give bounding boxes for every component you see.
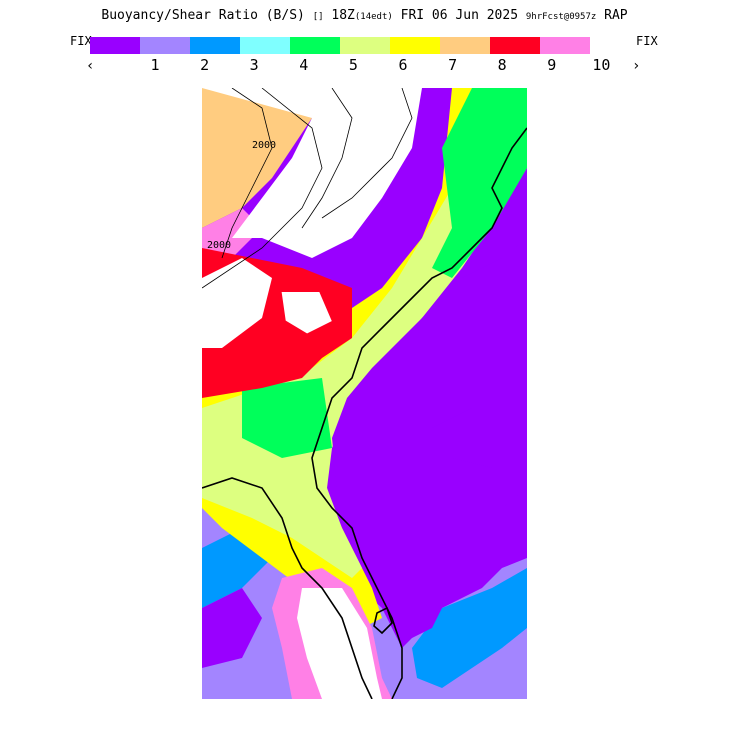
previous-arrow-icon[interactable]: ‹ — [86, 58, 95, 74]
ocean-blue-patch — [412, 568, 527, 688]
lake-outline — [373, 606, 393, 635]
legend-swatch — [340, 37, 390, 54]
gulf-purple-blob — [202, 588, 262, 668]
title-valid: 18Z — [331, 8, 355, 23]
legend-swatch — [440, 37, 490, 54]
ocean-purple-blob — [432, 408, 512, 468]
legend-tick-label: 1 — [150, 56, 160, 74]
legend-tick-label: 7 — [448, 56, 458, 74]
next-arrow-icon[interactable]: › — [632, 58, 641, 74]
ratio-map: 2000 2000 — [202, 88, 527, 699]
contour-line — [202, 88, 323, 289]
fix-right-label[interactable]: FIX — [636, 34, 658, 48]
gulf-coastline — [202, 477, 373, 699]
legend-tick-label: 4 — [299, 56, 309, 74]
legend-tick-label: 5 — [348, 56, 358, 74]
legend-tick-label: 9 — [547, 56, 557, 74]
title-forecast: 9hrFcst@0957z — [525, 12, 597, 22]
legend-swatch — [490, 37, 540, 54]
title-main: Buoyancy/Shear Ratio (B/S) — [101, 8, 305, 23]
title-model: RAP — [604, 8, 628, 23]
title-local-time: (14edt) — [354, 12, 393, 22]
legend-tick-label: 8 — [497, 56, 507, 74]
coastline — [311, 127, 527, 699]
title-valid-prefix: [] — [312, 12, 324, 22]
legend-tick-label: 3 — [249, 56, 259, 74]
legend-swatch — [290, 37, 340, 54]
title-date: FRI 06 Jun 2025 — [400, 8, 519, 23]
fix-left-label[interactable]: FIX — [70, 34, 92, 48]
inland-white-patch — [202, 258, 272, 348]
legend-swatch — [240, 37, 290, 54]
coastal-green-band — [432, 88, 527, 278]
inland-red-ring — [272, 284, 343, 343]
legend-swatch — [540, 37, 590, 54]
legend-ticks: 1 2 3 4 5 6 7 8 9 10 — [0, 56, 729, 76]
legend-swatch — [190, 37, 240, 54]
legend-swatch — [90, 37, 140, 54]
contour-line — [221, 88, 273, 259]
atlantic-purple-plume — [332, 238, 527, 638]
contour-line — [321, 88, 413, 219]
legend-tick-label: 10 — [592, 56, 611, 74]
inland-green-patch — [242, 378, 332, 458]
legend-tick-label: 6 — [398, 56, 408, 74]
contour-line — [301, 88, 353, 229]
nw-white-region — [202, 88, 422, 258]
contour-label: 2000 — [207, 240, 231, 251]
legend-swatch — [140, 37, 190, 54]
florida-white-region — [297, 588, 382, 699]
nw-orange-region — [202, 88, 322, 228]
legend-tick-label: 2 — [200, 56, 210, 74]
legend-swatch — [390, 37, 440, 54]
legend-swatches — [90, 37, 590, 54]
chart-title: Buoyancy/Shear Ratio (B/S) [] 18Z(14edt)… — [0, 8, 729, 23]
contour-label: 2000 — [252, 140, 276, 151]
